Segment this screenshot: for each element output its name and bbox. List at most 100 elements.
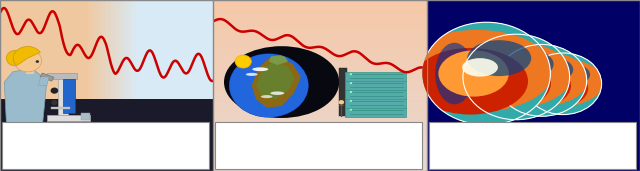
Bar bbox=[90, 0, 213, 123]
Bar bbox=[213, 154, 427, 156]
Bar bbox=[213, 51, 427, 53]
Bar bbox=[213, 26, 427, 28]
Ellipse shape bbox=[463, 36, 570, 118]
Bar bbox=[213, 109, 427, 111]
Ellipse shape bbox=[508, 64, 557, 96]
Bar bbox=[213, 141, 427, 143]
Bar bbox=[213, 38, 427, 41]
Circle shape bbox=[235, 55, 252, 68]
Bar bbox=[213, 130, 427, 133]
FancyBboxPatch shape bbox=[345, 107, 406, 117]
Bar bbox=[213, 139, 427, 141]
Bar bbox=[213, 105, 427, 107]
Bar bbox=[213, 71, 427, 73]
Bar bbox=[213, 100, 427, 103]
Bar bbox=[213, 68, 427, 70]
Bar bbox=[213, 79, 427, 81]
Bar bbox=[213, 62, 427, 64]
Bar bbox=[213, 143, 427, 145]
Bar bbox=[213, 17, 427, 19]
Bar bbox=[213, 83, 427, 86]
Bar bbox=[213, 160, 427, 162]
Bar bbox=[213, 103, 427, 105]
Bar bbox=[213, 0, 427, 2]
Ellipse shape bbox=[246, 73, 257, 76]
Bar bbox=[51, 107, 70, 109]
Ellipse shape bbox=[525, 55, 602, 113]
Ellipse shape bbox=[552, 64, 590, 85]
Ellipse shape bbox=[496, 64, 526, 80]
Bar bbox=[213, 124, 427, 126]
Bar bbox=[213, 9, 427, 11]
Ellipse shape bbox=[529, 57, 573, 82]
Bar bbox=[213, 94, 427, 96]
Bar bbox=[118, 0, 122, 123]
Ellipse shape bbox=[511, 58, 604, 107]
Bar bbox=[213, 28, 427, 30]
Bar bbox=[213, 120, 427, 122]
Ellipse shape bbox=[519, 68, 588, 108]
Bar bbox=[213, 21, 427, 23]
Ellipse shape bbox=[492, 31, 634, 136]
Ellipse shape bbox=[417, 4, 615, 150]
Ellipse shape bbox=[459, 19, 625, 141]
Polygon shape bbox=[269, 55, 288, 65]
Bar bbox=[213, 19, 427, 21]
Bar bbox=[213, 113, 427, 115]
Bar bbox=[213, 137, 427, 139]
Circle shape bbox=[229, 54, 308, 117]
Ellipse shape bbox=[497, 46, 587, 115]
Circle shape bbox=[349, 100, 352, 102]
Bar bbox=[0, 120, 213, 171]
Bar bbox=[213, 167, 427, 169]
Ellipse shape bbox=[534, 70, 577, 98]
Circle shape bbox=[349, 73, 352, 75]
Bar bbox=[213, 13, 427, 15]
Ellipse shape bbox=[476, 58, 535, 96]
Bar bbox=[98, 0, 101, 123]
Bar bbox=[213, 122, 427, 124]
Bar bbox=[213, 45, 427, 47]
Bar bbox=[213, 34, 427, 36]
Bar bbox=[134, 0, 137, 123]
FancyBboxPatch shape bbox=[345, 98, 406, 108]
Bar bbox=[213, 43, 427, 45]
Bar bbox=[213, 75, 427, 77]
Circle shape bbox=[525, 53, 602, 115]
Circle shape bbox=[349, 82, 352, 84]
Text: No, say Ghil and collegues. They find low-frequency
fluctuations in an advanced : No, say Ghil and collegues. They find lo… bbox=[439, 134, 628, 155]
Ellipse shape bbox=[462, 58, 498, 77]
Bar bbox=[116, 0, 119, 123]
Circle shape bbox=[349, 109, 352, 111]
Bar bbox=[129, 0, 132, 123]
Bar bbox=[213, 111, 427, 113]
Circle shape bbox=[463, 34, 570, 120]
Ellipse shape bbox=[438, 50, 509, 97]
Bar bbox=[213, 158, 427, 160]
Bar bbox=[213, 165, 427, 167]
Ellipse shape bbox=[525, 70, 550, 83]
Bar bbox=[111, 0, 114, 123]
Circle shape bbox=[51, 100, 58, 105]
Text: Paleoclimatic data suggest the Earth's climate
changed abruptly in the past. May: Paleoclimatic data suggest the Earth's c… bbox=[23, 134, 191, 155]
Ellipse shape bbox=[435, 43, 474, 104]
Bar bbox=[213, 81, 427, 83]
Bar bbox=[108, 0, 111, 123]
Ellipse shape bbox=[490, 62, 571, 109]
Bar bbox=[131, 0, 134, 123]
Ellipse shape bbox=[455, 56, 551, 111]
Bar bbox=[95, 0, 99, 123]
Circle shape bbox=[14, 50, 42, 72]
Bar bbox=[213, 4, 427, 6]
Ellipse shape bbox=[422, 25, 550, 122]
Bar bbox=[213, 156, 427, 158]
Bar bbox=[213, 53, 427, 56]
Ellipse shape bbox=[444, 41, 572, 109]
Circle shape bbox=[349, 91, 352, 93]
Circle shape bbox=[497, 44, 587, 116]
Polygon shape bbox=[256, 62, 294, 99]
FancyBboxPatch shape bbox=[2, 122, 209, 169]
Bar bbox=[93, 0, 96, 123]
Ellipse shape bbox=[474, 51, 506, 103]
Ellipse shape bbox=[467, 40, 531, 76]
